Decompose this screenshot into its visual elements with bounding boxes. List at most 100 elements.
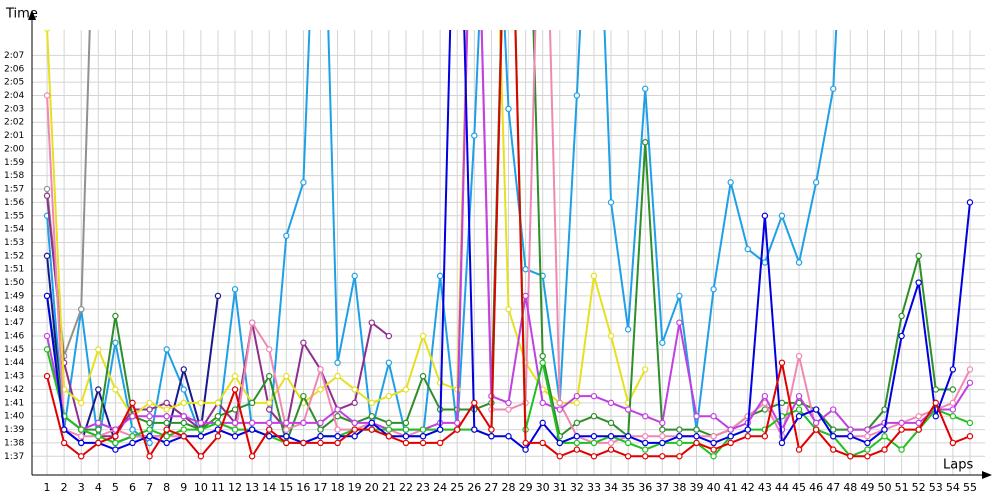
point — [573, 399, 581, 407]
point — [266, 419, 273, 427]
x-tick-label: 54 — [946, 481, 960, 494]
y-tick-label: 2:04 — [4, 91, 24, 101]
point — [539, 359, 546, 366]
point — [60, 439, 68, 447]
point — [163, 399, 170, 407]
y-tick-label: 1:58 — [4, 171, 24, 181]
point — [129, 439, 136, 447]
y-tick-label: 1:52 — [4, 251, 24, 261]
x-tick-label: 39 — [690, 481, 704, 494]
x-tick-label: 30 — [536, 481, 550, 494]
point — [795, 392, 803, 400]
point — [864, 426, 871, 433]
point — [727, 439, 734, 447]
y-tick-label: 2:03 — [4, 104, 24, 114]
point — [881, 433, 888, 440]
point — [197, 399, 205, 407]
point — [266, 346, 273, 353]
point — [146, 419, 153, 427]
point — [146, 406, 153, 413]
x-tick-label: 35 — [621, 481, 635, 494]
point — [43, 372, 51, 380]
point — [146, 433, 153, 440]
point — [761, 259, 769, 266]
x-tick-label: 26 — [467, 481, 481, 494]
point — [590, 453, 598, 460]
x-tick-label: 38 — [672, 481, 686, 494]
point — [676, 433, 683, 440]
y-tick-label: 1:37 — [4, 452, 24, 462]
point — [112, 339, 119, 346]
point — [932, 399, 939, 407]
point — [607, 433, 615, 440]
x-tick-label: 37 — [655, 481, 669, 494]
point — [78, 453, 85, 460]
point — [436, 439, 444, 447]
point — [43, 185, 51, 193]
point — [385, 419, 393, 427]
point — [471, 399, 478, 407]
point — [505, 406, 512, 413]
point — [351, 272, 358, 280]
point — [488, 426, 495, 433]
point — [436, 272, 444, 280]
point — [402, 433, 410, 440]
y-axis-title: Time — [5, 7, 38, 22]
point — [642, 433, 649, 440]
point — [761, 212, 769, 219]
point — [830, 406, 837, 413]
point — [95, 426, 102, 433]
point — [214, 292, 222, 300]
point — [146, 426, 153, 433]
point — [402, 426, 410, 433]
x-tick-label: 10 — [194, 481, 208, 494]
point — [642, 413, 649, 420]
point — [385, 332, 393, 340]
point — [95, 433, 102, 440]
point — [180, 419, 187, 427]
point — [266, 399, 273, 407]
x-tick-label: 5 — [112, 481, 119, 494]
point — [778, 439, 786, 447]
point — [368, 319, 375, 326]
point — [334, 359, 341, 366]
point — [317, 386, 324, 393]
point — [744, 433, 751, 440]
point — [966, 379, 974, 386]
point — [761, 392, 769, 400]
point — [830, 426, 837, 433]
point — [419, 426, 427, 433]
point — [112, 312, 119, 320]
point — [402, 386, 410, 393]
point — [949, 386, 957, 393]
point — [112, 446, 119, 453]
x-tick-label: 42 — [741, 481, 755, 494]
point — [129, 433, 136, 440]
point — [556, 406, 563, 413]
point — [266, 406, 273, 413]
point — [642, 366, 649, 373]
point — [385, 426, 393, 433]
point — [78, 399, 85, 407]
x-tick-label: 36 — [638, 481, 652, 494]
x-tick-label: 11 — [211, 481, 225, 494]
point — [214, 433, 222, 440]
point — [676, 453, 683, 460]
point — [419, 433, 427, 440]
point — [78, 439, 85, 447]
point — [539, 352, 546, 360]
y-tick-label: 1:46 — [4, 332, 24, 342]
point — [334, 406, 341, 413]
point — [573, 439, 581, 447]
point — [864, 446, 871, 453]
point — [676, 439, 683, 447]
point — [146, 439, 153, 447]
point — [43, 292, 51, 300]
y-tick-label: 1:56 — [4, 198, 24, 208]
point — [590, 392, 598, 400]
x-tick-label: 7 — [146, 481, 153, 494]
point — [778, 212, 786, 219]
y-tick-label: 1:44 — [4, 358, 24, 368]
x-tick-label: 33 — [587, 481, 601, 494]
point — [436, 426, 444, 433]
